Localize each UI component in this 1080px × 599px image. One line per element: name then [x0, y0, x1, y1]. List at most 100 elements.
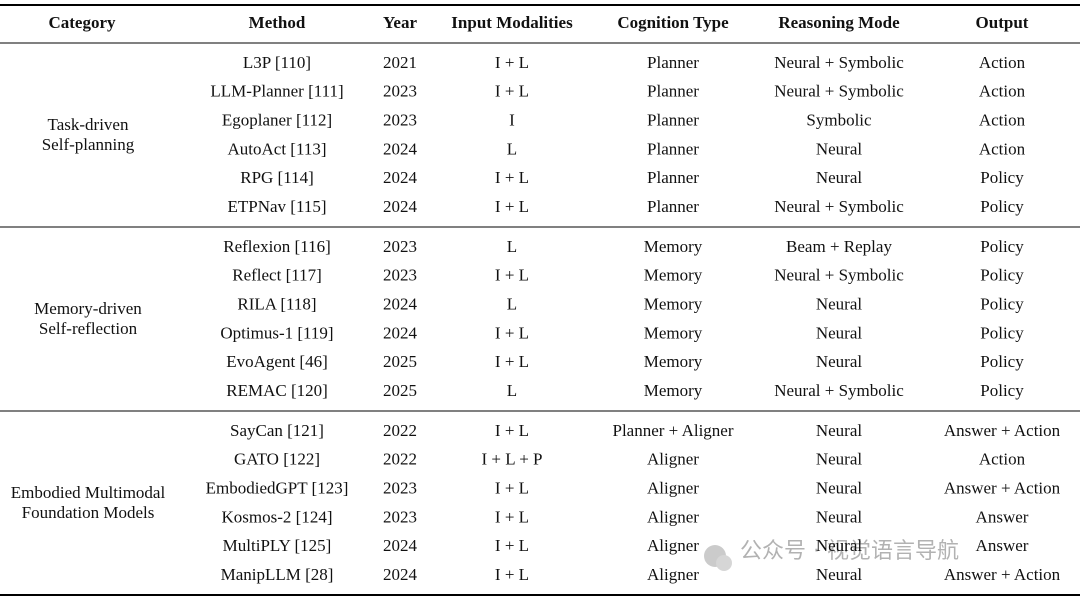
cell: 2024: [383, 197, 418, 216]
cell: Action: [979, 450, 1026, 469]
header-cell: Year: [383, 13, 417, 32]
cell: Neural + Symbolic: [774, 197, 904, 216]
cell: 2021: [383, 53, 417, 72]
cell: Policy: [980, 295, 1024, 314]
cell: L3P [110]: [243, 53, 311, 72]
cell: Reflexion [116]: [223, 237, 330, 256]
cell: Answer + Action: [944, 565, 1061, 584]
cell: Action: [979, 111, 1026, 130]
category-label: Foundation Models: [22, 503, 155, 522]
cell: Neural: [816, 168, 863, 187]
cell: 2024: [383, 565, 418, 584]
cell: RILA [118]: [237, 295, 316, 314]
cell: Planner: [647, 82, 699, 101]
cell: 2023: [383, 82, 417, 101]
cell: REMAC [120]: [226, 381, 328, 400]
cell: Neural: [816, 507, 863, 526]
cell: I + L: [495, 565, 529, 584]
cell: Policy: [980, 237, 1024, 256]
cell: 2024: [383, 536, 418, 555]
cell: Neural + Symbolic: [774, 53, 904, 72]
cell: 2023: [383, 479, 417, 498]
cell: 2022: [383, 450, 417, 469]
cell: Memory: [644, 295, 703, 314]
cell: I: [509, 111, 515, 130]
watermark: 公众号 · 视觉语言导航: [740, 539, 959, 564]
cell: L: [507, 295, 517, 314]
cell: 2024: [383, 323, 418, 342]
cell: I + L: [495, 266, 529, 285]
cell: Answer + Action: [944, 421, 1061, 440]
cell: Neural: [816, 323, 863, 342]
cell: I + L: [495, 352, 529, 371]
cell: 2022: [383, 421, 417, 440]
cell: AutoAct [113]: [228, 139, 327, 158]
cell: Policy: [980, 323, 1024, 342]
cell: Neural: [816, 295, 863, 314]
cell: I + L: [495, 323, 529, 342]
cell: Aligner: [647, 479, 699, 498]
header-cell: Output: [976, 13, 1029, 32]
cell: 2025: [383, 352, 417, 371]
cell: Aligner: [647, 536, 699, 555]
cell: I + L: [495, 168, 529, 187]
cell: Neural + Symbolic: [774, 82, 904, 101]
cell: Policy: [980, 197, 1024, 216]
category-label: Self-reflection: [39, 319, 138, 338]
cell: LLM-Planner [111]: [210, 82, 343, 101]
cell: I + L: [495, 479, 529, 498]
cell: Action: [979, 139, 1026, 158]
cell: Planner: [647, 197, 699, 216]
cell: Aligner: [647, 565, 699, 584]
cell: Planner: [647, 139, 699, 158]
cell: 2024: [383, 168, 418, 187]
cell: Neural: [816, 536, 863, 555]
header-cell: Method: [249, 13, 306, 32]
cell: Optimus-1 [119]: [220, 323, 333, 342]
cell: SayCan [121]: [230, 421, 324, 440]
category-label: Self-planning: [42, 135, 135, 154]
cell: L: [507, 237, 517, 256]
cell: Memory: [644, 381, 703, 400]
cell: Neural: [816, 565, 863, 584]
cell: 2023: [383, 237, 417, 256]
cell: Neural: [816, 139, 863, 158]
category-label: Embodied Multimodal: [11, 483, 166, 502]
cell: Neural: [816, 479, 863, 498]
cell: ETPNav [115]: [228, 197, 327, 216]
cell: I + L: [495, 536, 529, 555]
cell: Egoplaner [112]: [222, 111, 332, 130]
cell: Kosmos-2 [124]: [222, 507, 333, 526]
cell: Planner + Aligner: [612, 421, 733, 440]
cell: Memory: [644, 352, 703, 371]
cell: L: [507, 381, 517, 400]
cell: Reflect [117]: [232, 266, 322, 285]
cell: Answer: [976, 507, 1029, 526]
cell: Symbolic: [806, 111, 872, 130]
watermark-icon: [704, 545, 732, 571]
cell: Planner: [647, 168, 699, 187]
cell: Memory: [644, 323, 703, 342]
cell: Aligner: [647, 450, 699, 469]
cell: 2024: [383, 139, 418, 158]
cell: Answer + Action: [944, 479, 1061, 498]
cell: Neural: [816, 421, 863, 440]
cell: Action: [979, 82, 1026, 101]
cell: I + L + P: [481, 450, 542, 469]
cell: Policy: [980, 168, 1024, 187]
cell: EmbodiedGPT [123]: [206, 479, 349, 498]
header-cell: Input Modalities: [451, 13, 573, 32]
category-label: Task-driven: [48, 115, 129, 134]
cell: 2023: [383, 111, 417, 130]
cell: I + L: [495, 421, 529, 440]
cell: Neural: [816, 450, 863, 469]
cell: I + L: [495, 82, 529, 101]
header-cell: Category: [48, 13, 116, 32]
header-cell: Reasoning Mode: [778, 13, 900, 32]
cell: 2025: [383, 381, 417, 400]
cell: 2023: [383, 507, 417, 526]
cell: Policy: [980, 266, 1024, 285]
cell: RPG [114]: [240, 168, 314, 187]
